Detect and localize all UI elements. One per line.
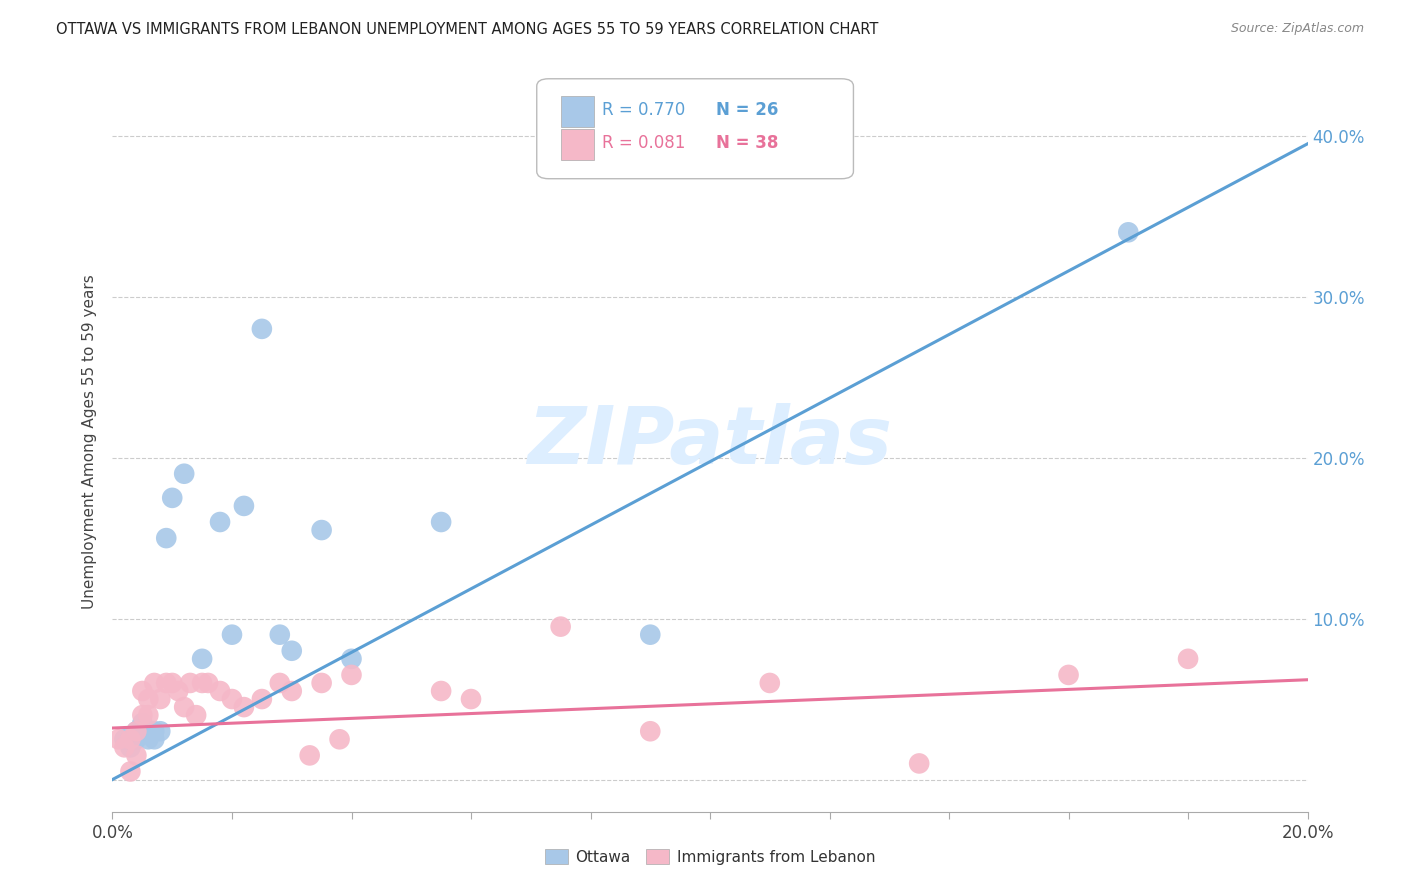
Point (311, 523, 333, 537)
Point (149, 692, 172, 706)
Point (311, 676, 333, 690)
Point (138, 692, 160, 706)
Point (1118, 225, 1140, 239)
Legend: Ottawa, Immigrants from Lebanon: Ottawa, Immigrants from Lebanon (538, 843, 882, 871)
Point (191, 652, 214, 666)
FancyBboxPatch shape (537, 78, 853, 178)
Point (281, 644, 304, 658)
Point (138, 708, 160, 723)
Point (138, 732, 160, 747)
Point (640, 628, 662, 642)
Point (125, 724, 148, 739)
Point (125, 748, 148, 763)
Point (221, 628, 243, 642)
Point (1057, 668, 1080, 682)
Text: R = 0.081: R = 0.081 (603, 135, 686, 153)
Text: R = 0.770: R = 0.770 (603, 101, 686, 119)
Point (125, 732, 148, 747)
FancyBboxPatch shape (561, 129, 595, 161)
Point (167, 684, 190, 698)
Point (120, 740, 142, 755)
Point (250, 322, 273, 336)
Point (209, 515, 232, 529)
Point (430, 684, 453, 698)
Point (269, 676, 291, 690)
Point (640, 724, 662, 739)
Point (209, 684, 232, 698)
Point (173, 467, 195, 481)
Point (143, 724, 166, 739)
Point (173, 700, 195, 714)
Point (125, 724, 148, 739)
Point (120, 764, 142, 779)
Point (430, 515, 453, 529)
Point (131, 684, 153, 698)
Point (162, 676, 183, 690)
Point (340, 668, 363, 682)
Point (179, 676, 201, 690)
Point (197, 676, 219, 690)
Point (162, 491, 183, 505)
Point (191, 676, 214, 690)
Point (107, 732, 129, 747)
Point (1177, 652, 1199, 666)
Point (221, 692, 243, 706)
Point (131, 716, 153, 731)
Point (269, 628, 291, 642)
Point (908, 756, 931, 771)
Point (131, 724, 153, 739)
Point (233, 700, 256, 714)
Point (329, 732, 352, 747)
Point (114, 732, 135, 747)
Point (114, 740, 135, 755)
Point (155, 676, 177, 690)
Point (186, 708, 208, 723)
Point (143, 732, 166, 747)
Text: N = 38: N = 38 (716, 135, 779, 153)
Point (460, 692, 482, 706)
Point (138, 724, 160, 739)
Text: Source: ZipAtlas.com: Source: ZipAtlas.com (1230, 22, 1364, 36)
Point (340, 652, 363, 666)
Point (149, 724, 172, 739)
Y-axis label: Unemployment Among Ages 55 to 59 years: Unemployment Among Ages 55 to 59 years (82, 274, 97, 609)
Point (250, 692, 273, 706)
Point (233, 499, 256, 513)
Point (298, 748, 321, 763)
Point (143, 676, 166, 690)
Text: ZIPatlas: ZIPatlas (527, 402, 893, 481)
FancyBboxPatch shape (561, 95, 595, 127)
Text: N = 26: N = 26 (716, 101, 779, 119)
Point (120, 732, 142, 747)
Point (281, 684, 304, 698)
Text: OTTAWA VS IMMIGRANTS FROM LEBANON UNEMPLOYMENT AMONG AGES 55 TO 59 YEARS CORRELA: OTTAWA VS IMMIGRANTS FROM LEBANON UNEMPL… (56, 22, 879, 37)
Point (759, 676, 782, 690)
Point (155, 531, 177, 545)
Point (131, 708, 153, 723)
Point (550, 619, 572, 633)
